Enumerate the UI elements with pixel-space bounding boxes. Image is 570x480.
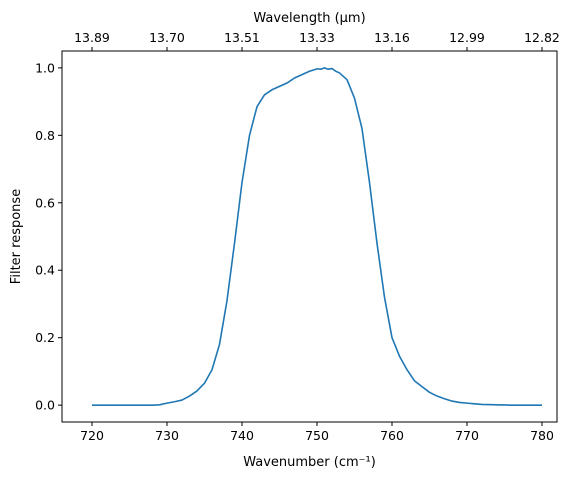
top-x-tick-label: 13.51 [224, 30, 260, 45]
x-tick-label: 730 [155, 428, 179, 443]
x-tick-label: 770 [455, 428, 479, 443]
x-tick-label: 760 [380, 428, 404, 443]
x-tick-label: 780 [530, 428, 554, 443]
x-tick-label: 720 [80, 428, 104, 443]
y-tick-label: 0.8 [35, 128, 55, 143]
plot-frame [61, 50, 558, 423]
y-tick-label: 0.4 [35, 263, 55, 278]
top-x-tick-label: 12.82 [524, 30, 560, 45]
y-tick-label: 1.0 [35, 60, 55, 75]
response-curve-0 [92, 67, 542, 406]
plot-area [61, 50, 558, 423]
top-x-tick-label: 13.70 [149, 30, 185, 45]
top-x-tick-label: 12.99 [449, 30, 485, 45]
top-x-axis-label: Wavelength (μm) [253, 11, 365, 26]
top-x-tick-label: 13.33 [299, 30, 335, 45]
y-tick-label: 0.2 [35, 330, 55, 345]
x-axis-label: Wavenumber (cm⁻¹) [243, 455, 376, 470]
y-tick-label: 0.0 [35, 398, 55, 413]
x-tick-label: 750 [305, 428, 329, 443]
top-x-tick-label: 13.89 [74, 30, 110, 45]
x-tick-label: 740 [230, 428, 254, 443]
top-x-tick-label: 13.16 [374, 30, 410, 45]
axes-ticks: 720 730 740 750 760 770 780 13.89 13.70 13.51 13.3… [35, 30, 560, 443]
y-tick-label: 0.6 [35, 195, 55, 210]
y-axis-label: Filter response [9, 189, 24, 284]
